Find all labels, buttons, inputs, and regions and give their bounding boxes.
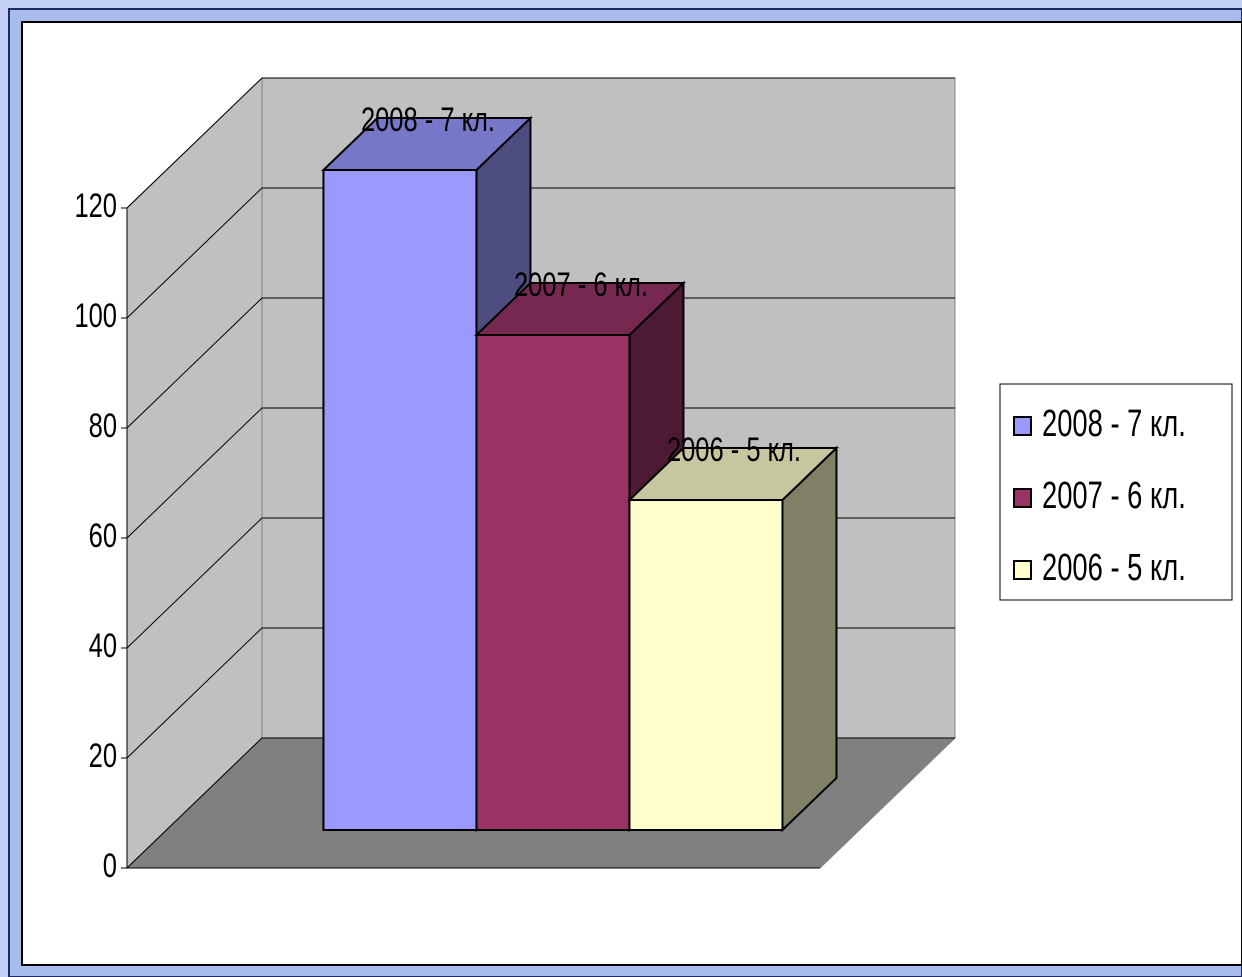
bar <box>628 499 784 831</box>
data-label: 2006 - 5 кл. <box>667 432 801 469</box>
grid-line <box>126 407 955 539</box>
bar <box>322 169 478 831</box>
legend-box <box>999 383 1233 601</box>
y-tick-label: 40 <box>89 628 117 665</box>
y-tick-label: 20 <box>89 738 117 775</box>
data-label: 2008 - 7 кл. <box>361 102 495 139</box>
grid-line <box>126 77 955 209</box>
legend-label: 2006 - 5 кл. <box>1042 547 1186 589</box>
y-tick-label: 120 <box>74 188 117 225</box>
grid-line <box>126 187 955 319</box>
data-label: 2007 - 6 кл. <box>514 267 648 304</box>
grid-line <box>126 297 955 429</box>
y-tick-label: 60 <box>89 518 117 555</box>
legend-swatch <box>1013 488 1032 508</box>
y-tick-label: 80 <box>89 408 117 445</box>
bar-side <box>781 445 838 833</box>
legend-swatch <box>1013 416 1032 436</box>
y-tick-label: 100 <box>74 298 117 335</box>
bar <box>475 334 631 831</box>
legend-label: 2008 - 7 кл. <box>1042 403 1186 445</box>
legend-label: 2007 - 6 кл. <box>1042 475 1186 517</box>
legend-swatch <box>1013 560 1032 580</box>
y-tick-label: 0 <box>103 848 117 885</box>
